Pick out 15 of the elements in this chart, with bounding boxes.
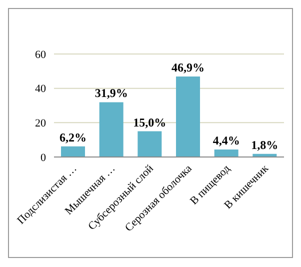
data-label: 15,0% [133,115,166,130]
data-label: 1,8% [251,138,278,152]
bar [138,131,162,157]
y-tick-label: 20 [35,118,46,130]
data-label: 4,4% [212,133,240,148]
bar [61,146,85,157]
y-tick-label: 0 [40,152,46,164]
y-tick-label: 40 [35,83,46,96]
data-label: 46,9% [172,60,204,74]
data-label: 6,2% [60,130,86,144]
y-tick-label: 60 [35,48,46,61]
bar [176,76,200,157]
bar [99,102,124,157]
bar [214,149,238,157]
data-label: 31,9% [94,86,128,100]
